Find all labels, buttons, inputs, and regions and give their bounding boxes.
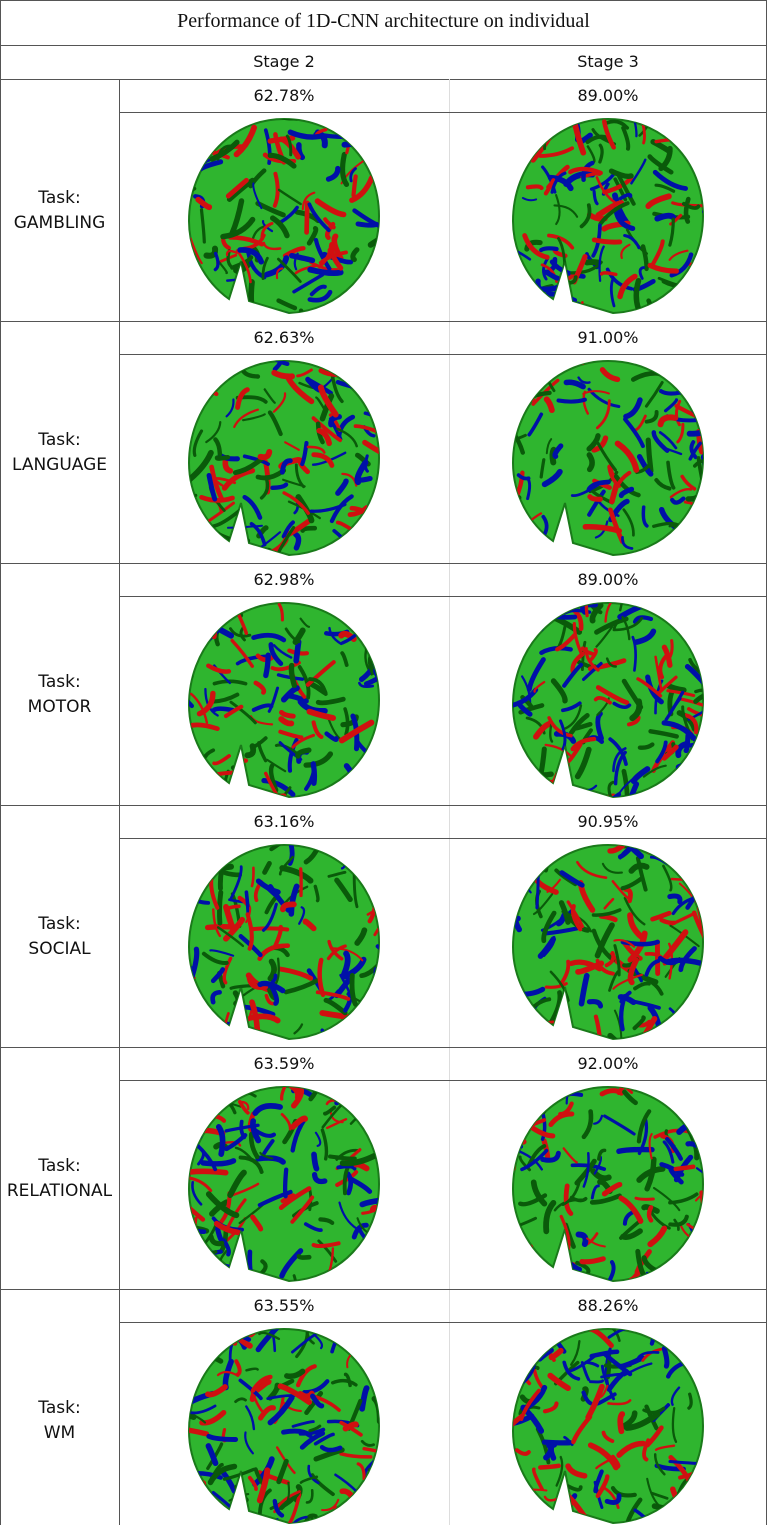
border bbox=[0, 79, 767, 80]
accuracy: 62.78% bbox=[119, 86, 449, 105]
task-name: WM bbox=[0, 1423, 119, 1443]
task-name: LANGUAGE bbox=[0, 455, 119, 475]
accuracy: 62.98% bbox=[119, 570, 449, 589]
brain-map bbox=[179, 353, 389, 563]
figure-table: Performance of 1D-CNN architecture on in… bbox=[0, 0, 767, 1525]
title: Performance of 1D-CNN architecture on in… bbox=[0, 10, 767, 33]
accuracy: 62.63% bbox=[119, 328, 449, 347]
column-header: Stage 2 bbox=[119, 52, 449, 71]
border bbox=[0, 0, 767, 1]
row-divider bbox=[0, 1289, 767, 1290]
task-name: SOCIAL bbox=[0, 939, 119, 959]
row-divider bbox=[0, 563, 767, 564]
task-prefix: Task: bbox=[0, 914, 119, 934]
brain-map bbox=[503, 595, 713, 805]
brain-map bbox=[179, 1079, 389, 1289]
accuracy: 90.95% bbox=[449, 812, 767, 831]
brain-map bbox=[179, 595, 389, 805]
accuracy: 63.59% bbox=[119, 1054, 449, 1073]
accuracy: 92.00% bbox=[449, 1054, 767, 1073]
task-name: RELATIONAL bbox=[0, 1181, 119, 1201]
task-name: MOTOR bbox=[0, 697, 119, 717]
task-prefix: Task: bbox=[0, 1156, 119, 1176]
brain-map bbox=[179, 837, 389, 1047]
column-header: Stage 3 bbox=[449, 52, 767, 71]
task-prefix: Task: bbox=[0, 672, 119, 692]
accuracy: 88.26% bbox=[449, 1296, 767, 1315]
brain-map bbox=[503, 111, 713, 321]
row-divider bbox=[0, 805, 767, 806]
accuracy: 89.00% bbox=[449, 570, 767, 589]
brain-map bbox=[503, 837, 713, 1047]
accuracy: 63.55% bbox=[119, 1296, 449, 1315]
task-prefix: Task: bbox=[0, 1398, 119, 1418]
task-prefix: Task: bbox=[0, 188, 119, 208]
task-prefix: Task: bbox=[0, 430, 119, 450]
brain-map bbox=[503, 1079, 713, 1289]
accuracy: 63.16% bbox=[119, 812, 449, 831]
row-divider bbox=[0, 1047, 767, 1048]
border bbox=[0, 45, 767, 46]
task-name: GAMBLING bbox=[0, 213, 119, 233]
accuracy: 91.00% bbox=[449, 328, 767, 347]
brain-map bbox=[503, 1321, 713, 1525]
brain-map bbox=[503, 353, 713, 563]
brain-map bbox=[179, 1321, 389, 1525]
row-divider bbox=[0, 321, 767, 322]
accuracy: 89.00% bbox=[449, 86, 767, 105]
brain-map bbox=[179, 111, 389, 321]
